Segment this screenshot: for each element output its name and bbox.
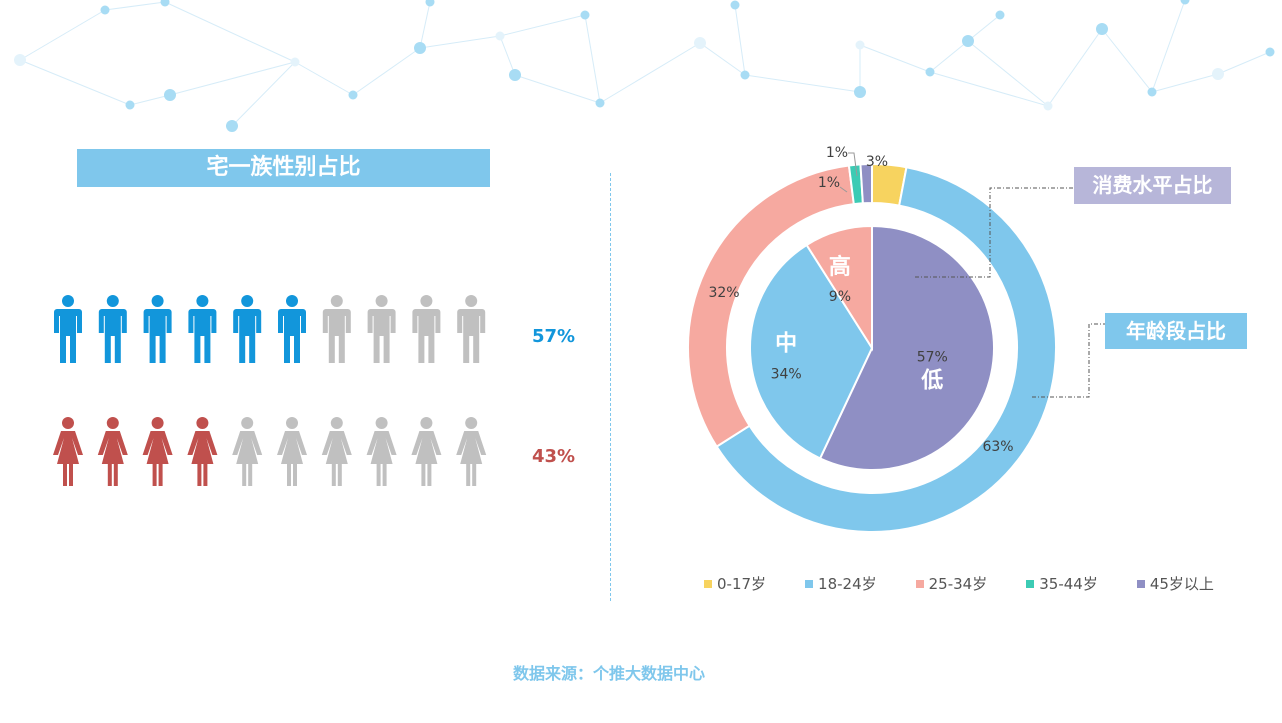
male-icon	[278, 295, 306, 363]
female-icon	[232, 417, 263, 486]
age-percent-label: 1%	[826, 145, 848, 161]
consumption-leader	[915, 187, 1074, 278]
male-icon	[188, 295, 217, 363]
consumption-slice	[818, 224, 995, 471]
consumption-percent-label: 57%	[917, 350, 948, 366]
consumption-slice	[749, 243, 874, 460]
legend-label: 18-24岁	[818, 575, 877, 593]
male-icon	[412, 295, 441, 363]
gender-pictogram	[53, 295, 487, 486]
consumption-slice	[805, 224, 873, 352]
male-icon	[54, 295, 82, 363]
legend-item: 0-17岁	[704, 573, 766, 594]
legend-item: 25-34岁	[915, 573, 988, 594]
legend-item: 35-44岁	[1026, 573, 1098, 594]
male-icon	[98, 295, 127, 363]
legend-swatch	[1136, 579, 1145, 588]
female-icon	[53, 417, 83, 486]
age-callout: 年龄段占比	[1105, 313, 1247, 349]
age-percent-label: 63%	[982, 439, 1013, 455]
female-icon	[411, 417, 442, 486]
legend-item: 45岁以上	[1136, 573, 1214, 594]
legend-label: 25-34岁	[928, 575, 988, 593]
legend-swatch	[1026, 579, 1035, 588]
male-icon	[457, 295, 486, 363]
divider	[610, 173, 611, 601]
legend-item: 18-24岁	[805, 573, 877, 594]
gender-title: 宅一族性别占比	[77, 149, 490, 187]
female-icon	[277, 417, 307, 486]
legend-swatch	[915, 579, 924, 588]
male-percent: 57%	[532, 326, 576, 347]
consumption-category-label: 高	[829, 254, 851, 280]
donut-chart: 低 57% 中 34% 高 9% 3% 63% 32% 1% 1%	[687, 145, 1105, 533]
female-icon	[142, 417, 173, 486]
consumption-percent-label: 34%	[771, 367, 802, 383]
data-source: 数据来源：个推大数据中心	[512, 664, 705, 683]
age-slice	[859, 162, 873, 205]
age-percent-label: 32%	[708, 285, 739, 301]
consumption-category-label: 低	[920, 369, 943, 394]
consumption-callout: 消费水平占比	[1074, 167, 1231, 204]
male-icon	[143, 295, 172, 363]
female-icon	[321, 417, 352, 486]
male-icon	[233, 295, 262, 363]
male-icon	[367, 295, 396, 363]
legend-label: 35-44岁	[1039, 575, 1098, 593]
age-legend: 0-17岁 18-24岁 25-34岁 35-44岁 45岁以上	[704, 573, 1253, 594]
female-icon	[97, 417, 128, 486]
female-percent: 43%	[532, 446, 576, 467]
age-percent-label: 1%	[818, 175, 840, 191]
age-percent-label: 3%	[866, 154, 888, 170]
female-icon	[187, 417, 218, 486]
leader-line	[839, 186, 848, 193]
legend-label: 0-17岁	[717, 575, 767, 593]
consumption-percent-label: 9%	[829, 289, 851, 305]
female-icon	[456, 417, 487, 486]
consumption-category-label: 中	[775, 332, 797, 357]
legend-swatch	[805, 579, 814, 588]
age-slice	[715, 166, 1057, 533]
leader-line	[848, 152, 858, 177]
background-network-pattern	[14, 0, 1275, 132]
age-leader	[1032, 323, 1105, 398]
legend-label: 45岁以上	[1149, 575, 1214, 593]
female-icon	[366, 417, 397, 486]
male-icon	[322, 295, 351, 363]
legend-swatch	[704, 579, 712, 588]
